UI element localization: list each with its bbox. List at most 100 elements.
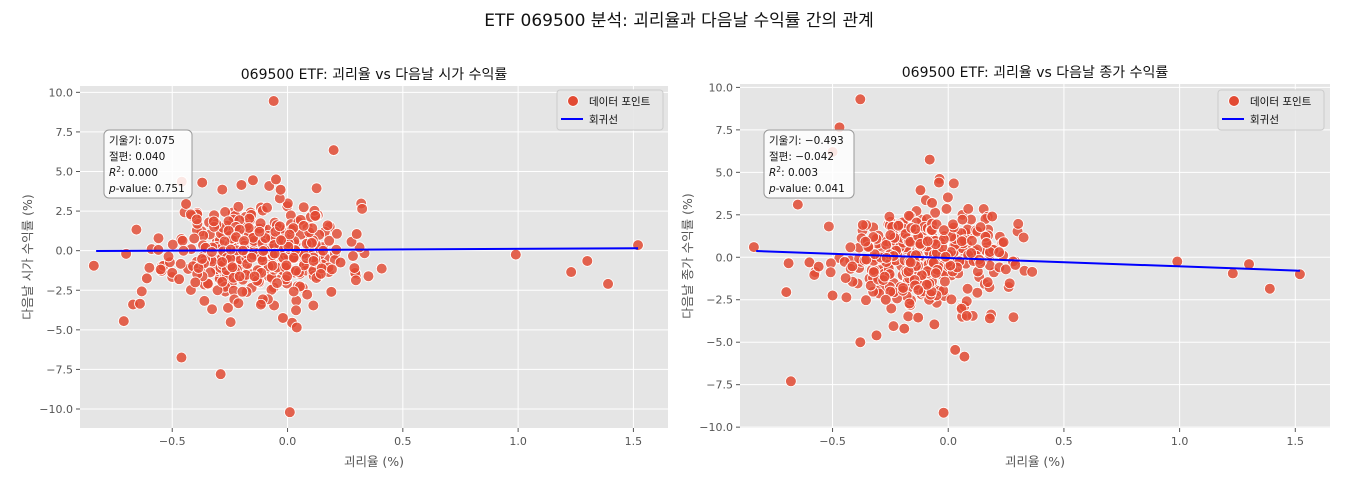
data-point (274, 220, 286, 233)
data-point (274, 183, 287, 196)
y-tick-label: 10.0 (49, 86, 74, 99)
chart-panel-2: −10.0 −7.5 −5.0 −2.5 0.0 2.5 5.0 7.5 10.0 −0.5 0.0… (680, 65, 1330, 469)
data-point (948, 177, 960, 190)
regression-line (756, 250, 1300, 272)
y-tick-label: −7.5 (46, 363, 73, 376)
data-point (880, 252, 893, 264)
data-point (143, 261, 156, 274)
x-tick-label: 1.5 (1287, 435, 1305, 448)
data-point (930, 267, 942, 279)
data-point (309, 210, 322, 222)
data-point (321, 219, 334, 232)
r-squared-exponent: 2 (776, 165, 781, 174)
r-squared-exponent: 2 (116, 165, 121, 174)
data-point (892, 219, 905, 232)
data-point (938, 224, 950, 236)
data-point (883, 210, 896, 223)
data-point (375, 262, 388, 275)
x-tick-label: 1.5 (625, 435, 643, 448)
data-point (945, 293, 958, 306)
data-point (844, 241, 857, 254)
data-point (188, 232, 200, 245)
x-axis-label: 괴리율 (%) (344, 454, 404, 469)
data-point (198, 295, 211, 307)
data-point (942, 191, 954, 204)
y-tick-label: 5.0 (56, 166, 74, 179)
data-point (224, 316, 237, 328)
data-point (785, 375, 797, 388)
p-symbol: p (108, 183, 116, 195)
data-point (271, 277, 283, 289)
data-point (267, 95, 280, 107)
data-point (290, 321, 303, 334)
data-point (189, 276, 202, 289)
data-point (315, 268, 327, 280)
y-tick-label: −7.5 (706, 379, 733, 392)
x-tick-label: 0.5 (1055, 435, 1073, 448)
data-point (602, 278, 614, 290)
data-point (840, 291, 853, 304)
data-point (284, 406, 296, 418)
data-point (236, 285, 249, 298)
stat-intercept: 절편: −0.042 (769, 150, 834, 163)
data-point (141, 272, 153, 285)
data-point (904, 256, 917, 269)
stat-slope: 기울기: 0.075 (109, 135, 175, 147)
y-tick-label: 0.0 (716, 251, 734, 264)
p-value-text: -value: 0.751 (116, 183, 185, 195)
data-point (933, 176, 945, 189)
chart-panel-1: −10.0 −7.5 −5.0 −2.5 0.0 2.5 5.0 7.5 10.0 −0.5 0.0… (20, 67, 668, 469)
data-point (780, 286, 793, 298)
x-tick-label: −0.5 (819, 435, 846, 448)
data-point (306, 236, 318, 249)
y-axis-label: 다음날 종가 수익률 (%) (680, 193, 695, 319)
data-point (1007, 311, 1020, 323)
chart-title: 069500 ETF: 괴리율 vs 다음날 종가 수익률 (902, 65, 1169, 81)
data-point (846, 260, 859, 273)
data-point (960, 310, 973, 322)
data-point (290, 304, 302, 317)
y-tick-label: −5.0 (46, 324, 73, 337)
data-point (993, 246, 1005, 258)
data-point (280, 259, 293, 272)
data-point (884, 229, 897, 241)
legend-entry-points: 데이터 포인트 (589, 96, 651, 108)
data-point (297, 201, 310, 214)
y-tick-label: 2.5 (56, 205, 74, 218)
legend-point-marker (567, 95, 579, 107)
data-point (327, 144, 340, 156)
x-tick-label: 0.0 (939, 435, 957, 448)
data-point (154, 263, 167, 276)
data-point (1012, 218, 1025, 230)
data-point (310, 182, 323, 195)
data-point (207, 215, 220, 228)
data-point (870, 329, 883, 342)
data-point (287, 285, 300, 298)
legend-frame (1217, 89, 1325, 131)
x-tick-label: 0.0 (279, 435, 297, 448)
regression-line (96, 247, 639, 253)
data-point (118, 315, 130, 327)
data-point (879, 293, 892, 306)
stat-p-value: p-value: 0.041 (768, 183, 845, 195)
data-point (944, 259, 957, 272)
data-point (974, 221, 987, 233)
data-point (971, 286, 984, 299)
data-point (216, 183, 229, 196)
data-point (180, 198, 192, 210)
y-tick-label: −5.0 (706, 336, 733, 349)
r-squared-symbol: R (109, 167, 116, 179)
data-point (247, 174, 259, 187)
data-point (1227, 267, 1239, 280)
data-point (175, 351, 188, 364)
y-tick-label: 7.5 (56, 126, 74, 139)
data-point (301, 288, 313, 301)
data-point (565, 266, 577, 278)
data-point (986, 210, 998, 223)
data-point (965, 247, 978, 259)
r-squared-value: : 0.000 (121, 167, 158, 179)
p-symbol: p (768, 183, 776, 195)
data-point (887, 320, 900, 332)
